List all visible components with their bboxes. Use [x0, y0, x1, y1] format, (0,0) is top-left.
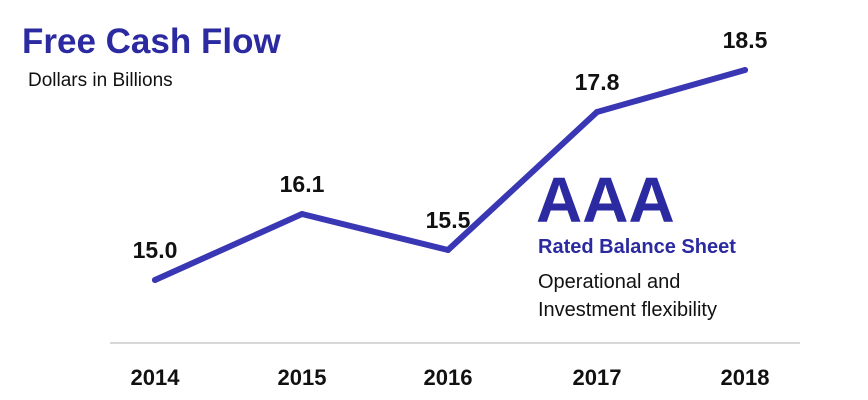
data-label-2018: 18.5 — [723, 27, 768, 53]
data-label-2015: 16.1 — [280, 171, 325, 197]
chart-title: Free Cash Flow — [22, 22, 281, 61]
data-label-2016: 15.5 — [426, 207, 471, 233]
callout-description: Operational and Investment flexibility — [538, 268, 717, 324]
callout-subheading: Rated Balance Sheet — [538, 236, 736, 258]
data-point-2014 — [152, 277, 158, 283]
callout-line-1: Operational and — [538, 271, 681, 293]
data-label-2014: 15.0 — [133, 237, 178, 263]
x-tick-label-2014: 2014 — [131, 365, 181, 390]
data-point-2017 — [594, 109, 600, 115]
x-tick-label-2018: 2018 — [721, 365, 770, 390]
x-tick-label-2015: 2015 — [278, 365, 327, 390]
x-tick-label-2017: 2017 — [573, 365, 622, 390]
chart-subtitle: Dollars in Billions — [28, 70, 173, 91]
data-point-2015 — [299, 211, 305, 217]
callout-line-2: Investment flexibility — [538, 299, 717, 321]
callout-headline: AAA — [536, 164, 675, 236]
x-tick-label-2016: 2016 — [424, 365, 473, 390]
data-label-2017: 17.8 — [575, 69, 620, 95]
data-point-2016 — [445, 247, 451, 253]
data-point-2018 — [742, 67, 748, 73]
